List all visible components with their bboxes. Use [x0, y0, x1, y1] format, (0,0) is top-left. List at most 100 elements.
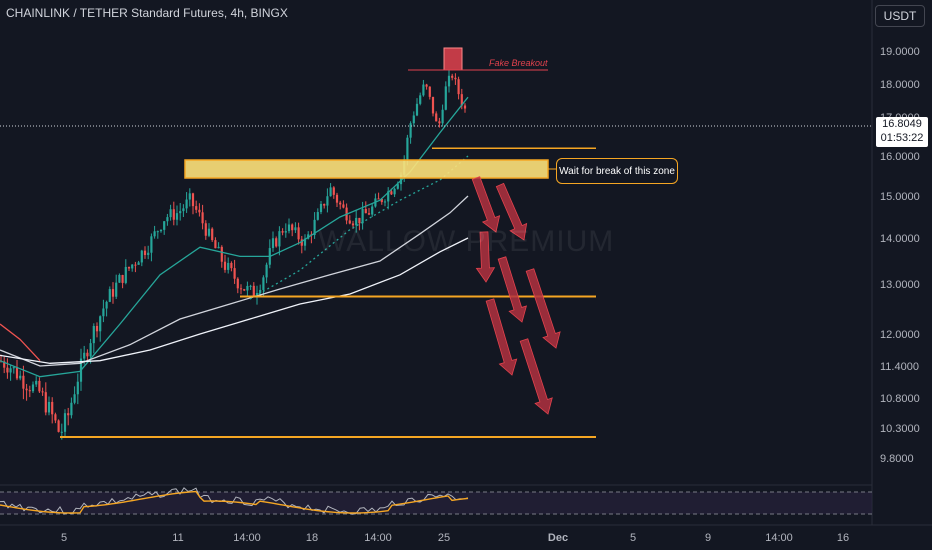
x-tick-label: 11: [172, 532, 183, 544]
candle-body: [105, 301, 108, 309]
candle-body: [188, 193, 191, 200]
candle-body: [99, 316, 102, 332]
candle-body: [67, 413, 70, 416]
candle-body: [371, 206, 374, 215]
candle-body: [31, 384, 35, 392]
candle-body: [307, 234, 310, 239]
ma-red-line: [0, 323, 41, 362]
candle-body: [281, 231, 284, 233]
candle-body: [300, 239, 303, 246]
candle-body: [291, 224, 294, 231]
candle-body: [406, 137, 409, 160]
candle-body: [150, 236, 153, 253]
candle-body: [265, 264, 268, 278]
candle-body: [271, 238, 275, 249]
candle-body: [441, 109, 444, 124]
candle-body: [89, 343, 92, 357]
candle-body: [415, 103, 419, 116]
candle-body: [83, 352, 86, 359]
current-price-tag: 16.8049 01:53:22: [876, 117, 928, 147]
candle-body: [179, 211, 182, 214]
candle-body: [35, 380, 38, 385]
candle-body: [214, 240, 217, 249]
candle-body: [63, 413, 67, 432]
candle-body: [294, 227, 297, 231]
candle-body: [335, 194, 339, 203]
projection-arrow: [495, 182, 528, 241]
candle-body: [262, 277, 265, 290]
candle-body: [70, 402, 73, 416]
candle-body: [396, 184, 399, 189]
candle-body: [431, 96, 435, 114]
candle-body: [51, 401, 54, 415]
candle-body: [236, 278, 239, 289]
candle-body: [259, 289, 262, 294]
x-tick-label: 5: [630, 532, 636, 544]
candle-body: [204, 223, 207, 236]
candle-body: [278, 231, 281, 247]
y-tick-label: 13.0000: [880, 279, 920, 291]
candle-body: [447, 75, 451, 87]
candle-body: [201, 212, 204, 224]
candle-body: [419, 95, 422, 104]
candle-body: [243, 289, 246, 291]
candle-body: [156, 231, 159, 233]
candle-body: [22, 375, 25, 389]
candle-body: [339, 202, 342, 205]
x-tick-label: 18: [306, 532, 318, 544]
candle-body: [332, 187, 335, 195]
candle-body: [47, 401, 51, 413]
candle-body: [6, 367, 9, 373]
candle-body: [185, 199, 188, 209]
candle-body: [220, 246, 223, 262]
y-tick-label: 12.0000: [880, 329, 920, 341]
candle-body: [44, 392, 47, 413]
currency-button[interactable]: USDT: [875, 5, 925, 27]
candle-body: [351, 223, 355, 226]
candle-body: [28, 390, 31, 392]
candle-body: [377, 198, 380, 200]
y-tick-label: 10.8000: [880, 393, 920, 405]
projection-arrow: [485, 298, 518, 376]
candle-body: [92, 325, 95, 344]
current-price: 16.8049: [882, 118, 922, 130]
projection-arrow: [471, 176, 501, 233]
candle-body: [163, 221, 166, 230]
candle-body: [319, 203, 323, 213]
fake-breakout-box: [443, 47, 463, 71]
candle-body: [9, 368, 12, 373]
y-tick-label: 16.0000: [880, 151, 920, 163]
projection-arrow: [519, 338, 553, 415]
candle-body: [361, 209, 364, 224]
oscillator-signal: [0, 490, 469, 514]
candle-body: [313, 219, 316, 236]
candle-body: [131, 264, 134, 269]
candle-body: [303, 238, 307, 246]
x-tick-label: 16: [837, 532, 849, 544]
x-tick-label: Dec: [548, 532, 568, 544]
fake-breakout-label: Fake Breakout: [489, 58, 548, 68]
candle-body: [207, 228, 211, 236]
x-tick-label: 14:00: [765, 532, 793, 544]
candle-body: [380, 199, 383, 203]
candle-body: [54, 414, 57, 421]
candle-body: [147, 252, 150, 256]
candle-body: [57, 420, 60, 432]
candle-body: [102, 308, 105, 317]
candle-body: [287, 224, 291, 232]
candle-body: [60, 431, 63, 433]
candle-body: [227, 262, 230, 270]
ma-slow-line: [0, 237, 469, 364]
candle-body: [326, 196, 329, 206]
candle-body: [217, 246, 220, 249]
candle-body: [454, 77, 457, 80]
candle-body: [95, 325, 99, 332]
x-tick-label: 14:00: [233, 532, 261, 544]
candle-body: [460, 94, 463, 106]
candle-body: [249, 285, 252, 287]
candle-body: [166, 217, 169, 222]
candle-body: [355, 217, 358, 226]
candle-body: [435, 113, 438, 122]
candle-body: [387, 191, 390, 202]
